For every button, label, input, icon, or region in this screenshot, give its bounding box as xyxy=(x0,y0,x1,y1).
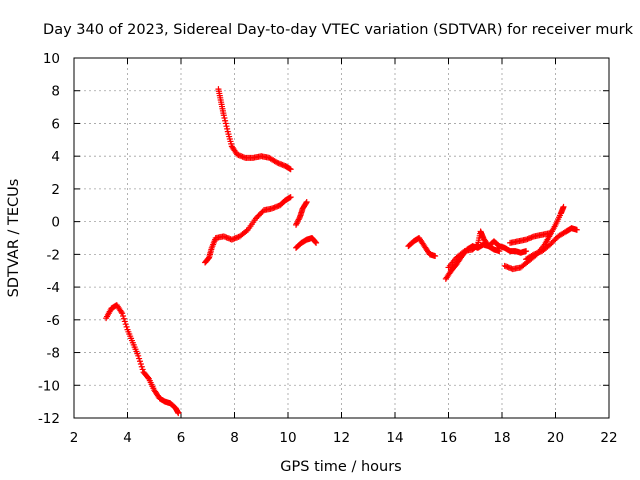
y-tick-labels: -12 -10 -8 -6 -4 -2 0 2 4 6 8 10 xyxy=(38,51,60,427)
y-tick-label: -2 xyxy=(47,247,60,263)
data-point xyxy=(256,211,263,218)
x-tick-label: 8 xyxy=(230,430,239,446)
y-tick-label: -10 xyxy=(38,378,60,394)
x-tick-label: 14 xyxy=(386,430,403,446)
data-point xyxy=(547,230,554,237)
data-point xyxy=(255,212,262,219)
series-arc-2 xyxy=(202,194,294,266)
y-tick-label: -12 xyxy=(38,411,60,427)
data-point xyxy=(118,308,125,315)
data-point xyxy=(287,194,294,201)
series-arc-8 xyxy=(445,228,503,271)
data-point xyxy=(293,220,300,227)
data-point xyxy=(432,253,439,259)
series-arc-11 xyxy=(523,225,580,263)
grid xyxy=(74,58,609,418)
y-tick-label: 2 xyxy=(51,182,60,198)
data-point xyxy=(295,216,302,223)
data-point xyxy=(547,241,554,248)
data-point xyxy=(312,239,319,246)
data-point xyxy=(220,112,227,119)
data-point xyxy=(175,410,182,417)
data-point xyxy=(120,315,127,322)
data-point xyxy=(258,209,265,216)
data-point xyxy=(551,237,558,244)
x-tick-label: 10 xyxy=(279,430,296,446)
data-point xyxy=(294,219,301,226)
y-axis-label: SDTVAR / TECUs xyxy=(6,179,22,298)
data-point xyxy=(548,240,555,247)
y-tick-label: 6 xyxy=(51,116,60,132)
data-point xyxy=(287,166,294,173)
data-point xyxy=(121,318,128,325)
data-point xyxy=(136,355,143,362)
data-point xyxy=(523,248,530,255)
data-point xyxy=(120,313,127,319)
data-point xyxy=(254,214,261,220)
x-tick-label: 2 xyxy=(70,430,79,446)
y-tick-label: -8 xyxy=(47,346,60,362)
data-point xyxy=(136,358,143,365)
series-arc-10 xyxy=(507,230,554,246)
x-tick-label: 6 xyxy=(177,430,186,446)
x-tick-label: 16 xyxy=(440,430,457,446)
data-series xyxy=(103,86,580,417)
series-arc-5 xyxy=(293,235,320,251)
y-tick-label: 0 xyxy=(51,215,60,231)
data-point xyxy=(496,248,503,255)
data-point xyxy=(139,366,146,373)
series-arc-4 xyxy=(293,199,310,228)
data-point xyxy=(549,238,556,245)
x-tick-label: 4 xyxy=(123,430,132,446)
plot-frame xyxy=(73,57,610,419)
data-point xyxy=(123,323,130,330)
x-tick-label: 18 xyxy=(493,430,510,446)
data-point xyxy=(222,120,229,127)
data-point xyxy=(272,158,279,165)
x-tick-label: 12 xyxy=(333,430,350,446)
data-point xyxy=(303,199,310,205)
data-point xyxy=(295,217,302,224)
x-tick-labels: 2 4 6 8 10 12 14 16 18 20 22 xyxy=(70,430,618,446)
series-arc-3 xyxy=(215,86,294,173)
data-point xyxy=(119,310,126,317)
data-point xyxy=(221,115,228,121)
data-point xyxy=(560,203,567,210)
y-tick-label: 4 xyxy=(51,149,60,165)
y-tick-label: 8 xyxy=(51,84,60,100)
data-point xyxy=(529,252,536,259)
data-point xyxy=(552,236,559,243)
data-point xyxy=(138,363,145,370)
data-point xyxy=(303,200,310,207)
series-arc-6 xyxy=(405,235,439,259)
data-point xyxy=(223,123,230,130)
x-tick-label: 22 xyxy=(600,430,617,446)
data-point xyxy=(293,221,300,228)
data-point xyxy=(222,117,229,124)
data-point xyxy=(135,352,142,359)
data-point xyxy=(137,361,144,367)
data-point xyxy=(252,215,259,222)
y-tick-label: 10 xyxy=(43,51,60,67)
chart-title: Day 340 of 2023, Sidereal Day-to-day VTE… xyxy=(43,22,634,38)
data-point xyxy=(122,321,129,328)
series-arc-1 xyxy=(103,302,182,417)
y-tick-label: -4 xyxy=(47,280,60,296)
data-point xyxy=(474,242,481,249)
x-tick-label: 20 xyxy=(547,430,564,446)
data-point xyxy=(224,125,231,132)
data-point xyxy=(243,227,250,234)
data-point xyxy=(313,239,320,246)
data-point xyxy=(573,226,580,233)
data-point xyxy=(145,374,152,381)
data-point xyxy=(460,249,467,256)
x-axis-label: GPS time / hours xyxy=(280,459,401,475)
y-tick-label: -6 xyxy=(47,313,60,329)
data-point xyxy=(296,215,303,222)
